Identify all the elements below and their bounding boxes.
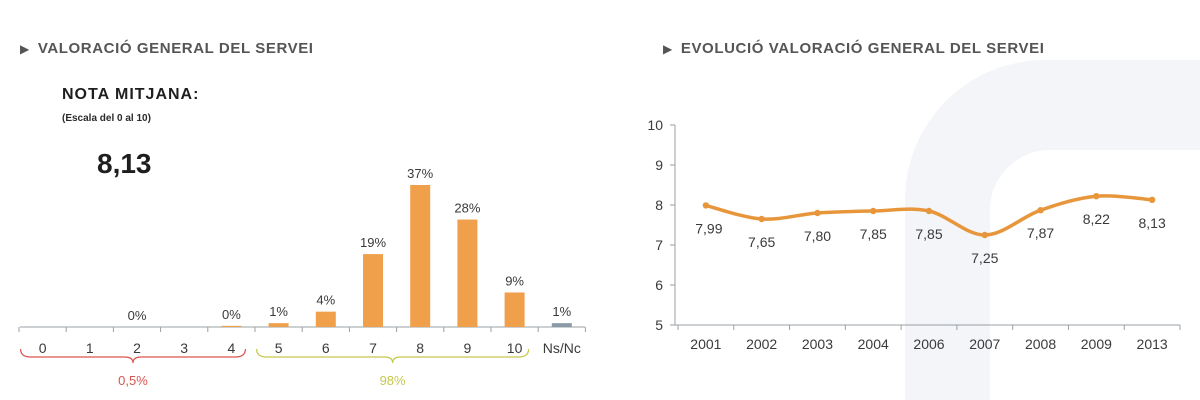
data-label: 7,80 (804, 228, 831, 244)
x-tick-label: 2002 (746, 336, 777, 352)
bar-category-label: 4 (228, 340, 236, 356)
x-tick-label: 2003 (802, 336, 833, 352)
y-tick-label: 6 (655, 277, 663, 293)
group-label: 98% (380, 373, 406, 388)
x-tick-label: 2001 (690, 336, 721, 352)
bar-value-label: 4% (316, 293, 335, 308)
x-tick-label: 2009 (1081, 336, 1112, 352)
bar-category-label: 7 (369, 340, 377, 356)
bar-value-label: 1% (269, 304, 288, 319)
bar-4 (221, 325, 242, 327)
data-point (758, 215, 765, 223)
y-tick-label: 8 (655, 197, 663, 213)
y-tick-label: 10 (647, 117, 663, 133)
data-label: 7,87 (1027, 225, 1054, 241)
bar-category-label: 9 (464, 340, 472, 356)
bar-value-label: 0% (128, 308, 147, 323)
bar-category-label: 8 (416, 340, 424, 356)
data-point (925, 207, 933, 215)
bar-ns-nc (551, 323, 572, 327)
bar-value-label: 9% (505, 273, 524, 288)
bar-category-label: 10 (507, 340, 523, 356)
group-bracket (256, 348, 530, 364)
bar-category-label: 1 (86, 340, 94, 356)
left-section-title-text: VALORACIÓ GENERAL DEL SERVEI (37, 40, 314, 57)
bar-category-label: 6 (322, 340, 330, 356)
background-decoration-inner (990, 150, 1200, 400)
average-score-title: NOTA MITJANA: (62, 86, 200, 103)
data-label: 8,13 (1138, 215, 1165, 231)
bar-category-label: 2 (133, 340, 141, 356)
y-tick-label: 7 (655, 237, 663, 253)
group-bracket (20, 348, 246, 364)
bar-value-label: 19% (360, 235, 386, 250)
data-point (981, 231, 988, 239)
average-score-value: 8,13 (97, 148, 152, 179)
x-tick-label: 2008 (1025, 336, 1056, 352)
data-point (1148, 196, 1156, 203)
bar-value-label: 0% (222, 307, 241, 322)
data-point (1037, 207, 1044, 214)
data-label: 7,85 (915, 226, 942, 242)
bar-7 (363, 254, 383, 327)
data-point (1093, 193, 1100, 200)
bar-value-label: 37% (407, 166, 433, 181)
data-point (870, 207, 877, 215)
triangle-bullet-icon: ▶ (663, 41, 673, 56)
x-tick-label: 2007 (969, 336, 1000, 352)
bar-value-label: 28% (454, 201, 480, 216)
y-tick-label: 9 (655, 157, 663, 173)
bar-category-label: 5 (275, 340, 283, 356)
bar-6 (315, 311, 336, 327)
data-point (814, 209, 821, 217)
bar-category-label: 3 (180, 340, 188, 356)
y-tick-label: 5 (655, 317, 663, 333)
x-tick-label: 2013 (1137, 336, 1168, 352)
bar-9 (457, 219, 478, 327)
data-label: 7,65 (748, 234, 775, 250)
group-label: 0,5% (118, 373, 148, 388)
bar-5 (268, 323, 289, 327)
data-label: 7,25 (971, 250, 998, 266)
data-label: 7,85 (860, 226, 887, 242)
x-tick-label: 2004 (858, 336, 889, 352)
bar-value-label: 1% (552, 304, 571, 319)
right-section-title-text: EVOLUCIÓ VALORACIÓ GENERAL DEL SERVEI (680, 40, 1045, 57)
left-section-title: ▶ VALORACIÓ GENERAL DEL SERVEI (20, 40, 314, 57)
data-label: 7,99 (695, 220, 722, 236)
x-tick-label: 2006 (913, 336, 944, 352)
data-point (702, 202, 710, 209)
triangle-bullet-icon: ▶ (20, 41, 30, 56)
bar-8 (410, 185, 431, 327)
bar-category-label: 0 (39, 340, 47, 356)
data-label: 8,22 (1083, 211, 1110, 227)
right-section-title: ▶ EVOLUCIÓ VALORACIÓ GENERAL DEL SERVEI (663, 40, 1044, 57)
average-score-scale: (Escala del 0 al 10) (62, 113, 151, 124)
bar-category-label: Ns/Nc (543, 340, 581, 356)
bar-10 (504, 292, 525, 327)
